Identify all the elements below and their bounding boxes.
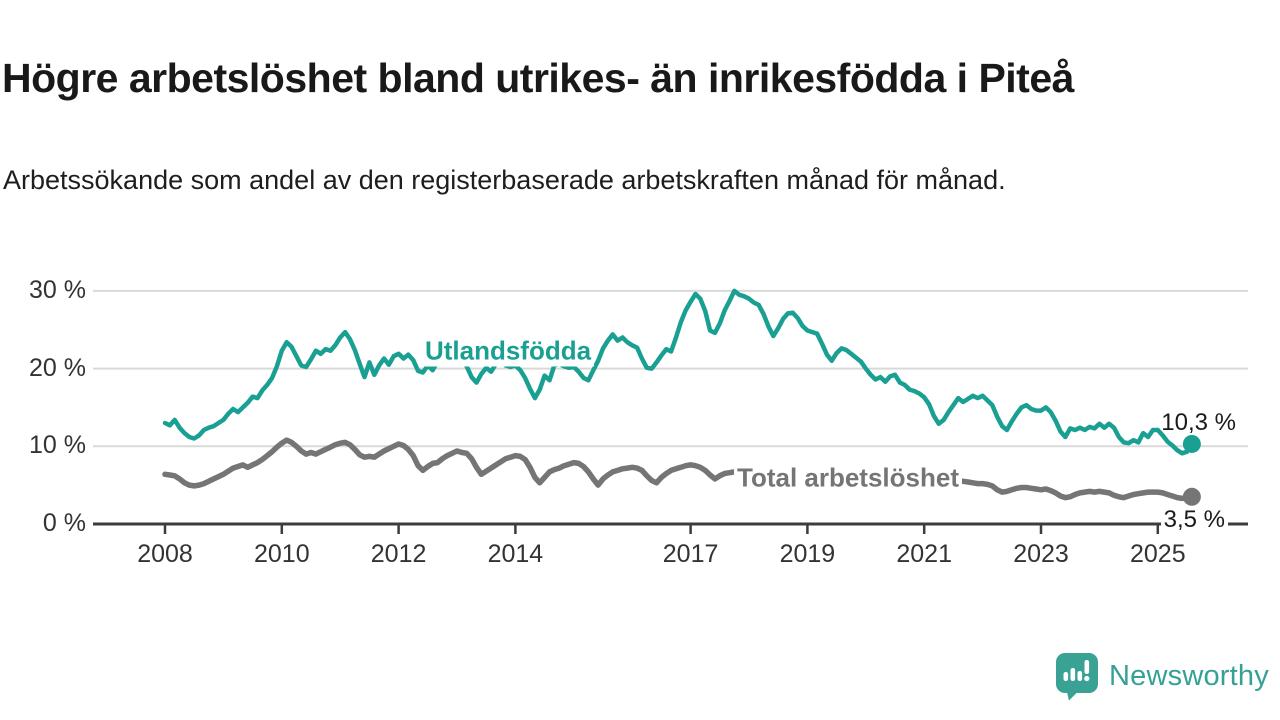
x-axis-label: 2025 bbox=[1129, 540, 1186, 568]
x-axis-label: 2012 bbox=[370, 540, 427, 568]
series-line-utlandsfodda bbox=[162, 288, 1195, 456]
end-value-label-utlandsfodda: 10,3 % bbox=[1161, 409, 1236, 436]
x-axis-label: 2021 bbox=[896, 540, 952, 568]
series-end-dot-total bbox=[1182, 487, 1201, 506]
end-value-label-total: 3,5 % bbox=[1160, 506, 1228, 534]
series-label-utlandsfodda: Utlandsfödda bbox=[421, 335, 595, 367]
y-axis-label: 0 % bbox=[42, 509, 86, 537]
chart-subtitle: Arbetssökande som andel av den registerb… bbox=[3, 165, 1006, 195]
series-end-dot-utlandsfodda bbox=[1182, 434, 1201, 453]
series-label-total-arbetsloshet: Total arbetslöshet bbox=[733, 462, 963, 494]
x-axis-label: 2019 bbox=[779, 540, 836, 568]
y-axis-label: 10 % bbox=[29, 431, 86, 460]
y-axis-label: 20 % bbox=[29, 353, 86, 382]
x-axis-label: 2023 bbox=[1013, 540, 1069, 568]
brand-name: Newsworthy bbox=[1109, 660, 1269, 692]
newsworthy-speech-bubble-chart-icon bbox=[1056, 653, 1098, 701]
chart-title: Högre arbetslöshet bland utrikes- än inr… bbox=[2, 55, 1074, 102]
x-axis-label: 2017 bbox=[662, 540, 719, 568]
x-axis-label: 2008 bbox=[137, 540, 193, 568]
x-axis-label: 2014 bbox=[487, 540, 544, 568]
newsworthy-brand: Newsworthy bbox=[1055, 652, 1269, 701]
y-axis-label: 30 % bbox=[29, 275, 86, 304]
x-axis-label: 2010 bbox=[253, 540, 310, 568]
series-line-total bbox=[162, 437, 1195, 502]
